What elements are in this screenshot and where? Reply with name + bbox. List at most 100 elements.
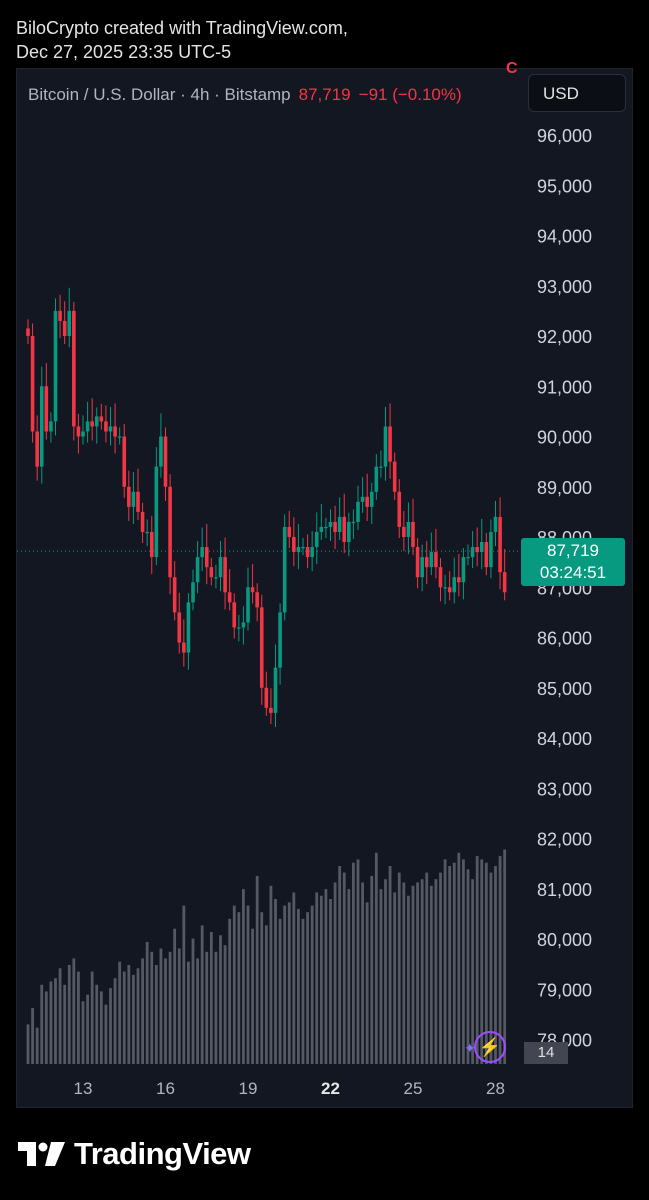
candle	[30, 323, 35, 443]
y-tick-label: 79,000	[537, 980, 592, 1000]
brand-footer: TradingView	[18, 1134, 251, 1174]
volume-bar	[269, 885, 273, 1064]
candle-body	[30, 336, 35, 432]
volume-bar	[200, 925, 204, 1064]
volume-bar	[434, 879, 438, 1064]
candle	[292, 517, 296, 567]
candle	[108, 406, 113, 446]
volume-bar	[72, 958, 76, 1064]
candle	[470, 530, 475, 569]
volume-bar	[352, 862, 355, 1064]
volume-bar	[287, 902, 291, 1064]
candle	[136, 468, 140, 520]
volume-bar	[315, 892, 319, 1064]
last-price: 87,719	[298, 85, 351, 104]
candle-body	[489, 531, 493, 568]
candle-body	[461, 557, 466, 583]
candle-body	[411, 521, 415, 548]
volume-bar	[95, 984, 99, 1064]
volume-bar	[361, 882, 364, 1064]
volume-bar	[168, 951, 172, 1064]
volume-bar	[104, 1004, 108, 1064]
candle-body	[438, 567, 443, 588]
volume-bar	[260, 912, 264, 1064]
volume-bar	[209, 932, 213, 1064]
candle	[374, 454, 379, 500]
candle-body	[424, 557, 429, 568]
currency-button[interactable]: USD	[528, 74, 626, 112]
candle	[484, 532, 489, 576]
candle	[159, 413, 163, 478]
volume-bar	[503, 849, 507, 1064]
candle-body	[62, 320, 67, 336]
volume-bar	[40, 984, 44, 1064]
x-tick-label: 28	[486, 1079, 505, 1098]
candle	[351, 509, 356, 540]
candle	[182, 619, 186, 667]
volume-bar	[393, 892, 397, 1064]
candle-body	[131, 491, 136, 507]
volume-bar	[223, 945, 227, 1064]
candle	[369, 482, 374, 524]
y-tick-label: 92,000	[537, 327, 592, 347]
x-tick-label: 25	[404, 1079, 423, 1098]
volume-bar	[242, 889, 245, 1064]
candle-body	[195, 557, 200, 583]
candle	[49, 412, 53, 443]
y-tick-label: 95,000	[537, 176, 592, 196]
volume-bar	[443, 859, 447, 1064]
candle	[278, 603, 282, 685]
volume-bar	[292, 892, 296, 1064]
y-tick-label: 90,000	[537, 428, 592, 448]
candle-body	[502, 572, 507, 593]
volume-bar	[81, 1001, 85, 1064]
candle-body	[140, 511, 145, 532]
candle	[168, 474, 172, 595]
candle-body	[154, 466, 159, 558]
candle-body	[292, 537, 296, 553]
y-tick-label: 93,000	[537, 277, 592, 297]
candle	[214, 564, 218, 589]
volume-bar	[471, 879, 474, 1064]
lightning-icon[interactable]: ⚡	[474, 1031, 506, 1063]
candle	[154, 447, 159, 566]
price-tag: 87,719 03:24:51	[521, 538, 625, 586]
candle	[388, 403, 392, 479]
candle	[466, 544, 470, 566]
candle-body	[127, 486, 131, 507]
chart-panel[interactable]	[16, 68, 633, 1108]
candle-body	[347, 521, 351, 543]
candle-body	[90, 421, 94, 427]
candle-body	[365, 496, 369, 507]
candle	[319, 503, 324, 541]
candle-body	[493, 516, 498, 532]
candle	[392, 452, 397, 500]
candle	[195, 541, 200, 594]
volume-bar	[407, 895, 410, 1064]
candle	[186, 593, 191, 670]
volume-bar	[109, 988, 112, 1064]
candle	[287, 510, 292, 549]
volume-bar	[44, 991, 48, 1064]
volume-bar	[384, 879, 387, 1064]
candle-body	[209, 567, 214, 578]
volume-bar	[370, 875, 374, 1064]
candle	[250, 564, 255, 604]
candle	[383, 406, 388, 481]
candle-body	[475, 547, 479, 553]
candle-body	[429, 552, 434, 568]
volume-bar	[219, 935, 222, 1064]
volume-bar	[35, 1027, 39, 1064]
candle	[273, 644, 278, 727]
volume-bar	[329, 899, 332, 1064]
candle-body	[328, 521, 333, 527]
candle-body	[282, 526, 287, 613]
candle-body	[305, 547, 310, 558]
candle	[397, 479, 402, 539]
volume-bar	[457, 852, 461, 1064]
candle	[44, 363, 49, 440]
volume-bar	[439, 872, 442, 1064]
candle	[163, 427, 168, 501]
candle-body	[172, 577, 177, 613]
